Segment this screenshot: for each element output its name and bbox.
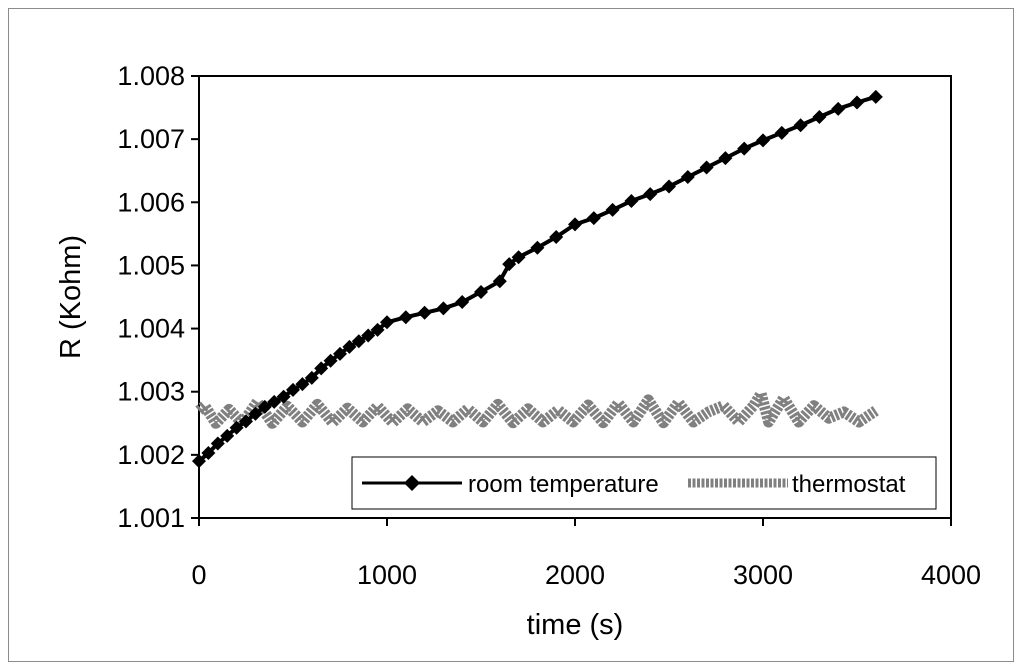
chart-frame xyxy=(8,8,1014,662)
room-temperature-point xyxy=(662,179,676,194)
room-temperature-point xyxy=(624,194,639,209)
room-temperature-point xyxy=(220,428,235,443)
room-temperature-point xyxy=(718,151,733,166)
room-temperature-point xyxy=(793,118,808,133)
room-temperature-point xyxy=(831,101,846,116)
room-temperature-point xyxy=(361,328,376,343)
x-axis-ticks: 0 1000 2000 3000 4000 xyxy=(191,518,981,590)
room-temperature-point xyxy=(398,310,413,325)
y-axis-title: R (Kohm) xyxy=(55,235,87,359)
room-temperature-point xyxy=(436,301,451,316)
room-temperature-point xyxy=(323,353,338,368)
room-temperature-point xyxy=(276,389,291,404)
room-temperature-point xyxy=(774,125,789,140)
y-tick-label: 1.006 xyxy=(117,187,185,217)
room-temperature-point xyxy=(568,217,582,232)
legend-marker-room-temperature xyxy=(404,475,420,491)
room-temperature-point xyxy=(239,414,253,429)
y-axis-ticks: 1.001 1.002 1.003 1.004 1.005 1.006 1.007 1.008 xyxy=(117,61,199,533)
y-tick-label: 1.004 xyxy=(117,314,185,344)
y-tick-label: 1.001 xyxy=(117,503,185,533)
room-temperature-point xyxy=(210,436,225,451)
room-temperature-point xyxy=(304,370,319,385)
y-tick-label: 1.003 xyxy=(117,377,185,407)
legend-label-room-temperature: room temperature xyxy=(468,471,659,498)
room-temperature-point xyxy=(737,141,752,156)
room-temperature-point xyxy=(756,133,770,148)
room-temperature-point xyxy=(380,315,394,330)
room-temperature-point xyxy=(549,230,564,245)
plot-area xyxy=(198,75,952,519)
room-temperature-point xyxy=(868,89,883,104)
series-layer xyxy=(192,89,883,469)
room-temperature-point xyxy=(370,322,385,337)
room-temperature-point xyxy=(229,420,244,435)
y-tick-label: 1.002 xyxy=(117,440,185,470)
x-tick-label: 4000 xyxy=(921,560,981,590)
legend: room temperature thermostat xyxy=(351,456,937,510)
room-temperature-point xyxy=(605,202,620,217)
room-temperature-point xyxy=(699,160,714,175)
legend-label-thermostat: thermostat xyxy=(792,471,906,498)
y-tick-label: 1.008 xyxy=(117,61,185,91)
room-temperature-point xyxy=(295,377,310,392)
room-temperature-point xyxy=(192,454,206,469)
room-temperature-point xyxy=(643,187,658,202)
room-temperature-point xyxy=(248,406,263,421)
room-temperature-point xyxy=(314,361,329,376)
y-tick-label: 1.005 xyxy=(117,250,185,280)
room-temperature-point xyxy=(286,382,300,397)
room-temperature-point xyxy=(680,170,695,185)
x-tick-label: 3000 xyxy=(733,560,793,590)
room-temperature-point xyxy=(511,250,526,265)
room-temperature-point xyxy=(850,95,864,110)
room-temperature-point xyxy=(474,284,488,299)
room-temperature-point xyxy=(492,274,507,289)
y-tick-label: 1.007 xyxy=(117,124,185,154)
x-tick-label: 2000 xyxy=(545,560,605,590)
room-temperature-point xyxy=(342,339,357,354)
room-temperature-point xyxy=(586,211,601,226)
room-temperature-point xyxy=(502,257,517,272)
room-temperature-point xyxy=(351,334,366,349)
room-temperature-point xyxy=(455,295,470,310)
x-tick-label: 0 xyxy=(191,560,206,590)
room-temperature-point xyxy=(417,305,432,320)
room-temperature-point xyxy=(201,445,216,460)
x-axis-title: time (s) xyxy=(527,609,624,641)
series-thermostat-line xyxy=(195,388,879,429)
x-tick-label: 1000 xyxy=(357,560,417,590)
room-temperature-point xyxy=(812,110,827,125)
room-temperature-point xyxy=(257,399,272,414)
room-temperature-point xyxy=(333,346,347,361)
room-temperature-point xyxy=(267,394,282,409)
room-temperature-point xyxy=(530,240,545,255)
